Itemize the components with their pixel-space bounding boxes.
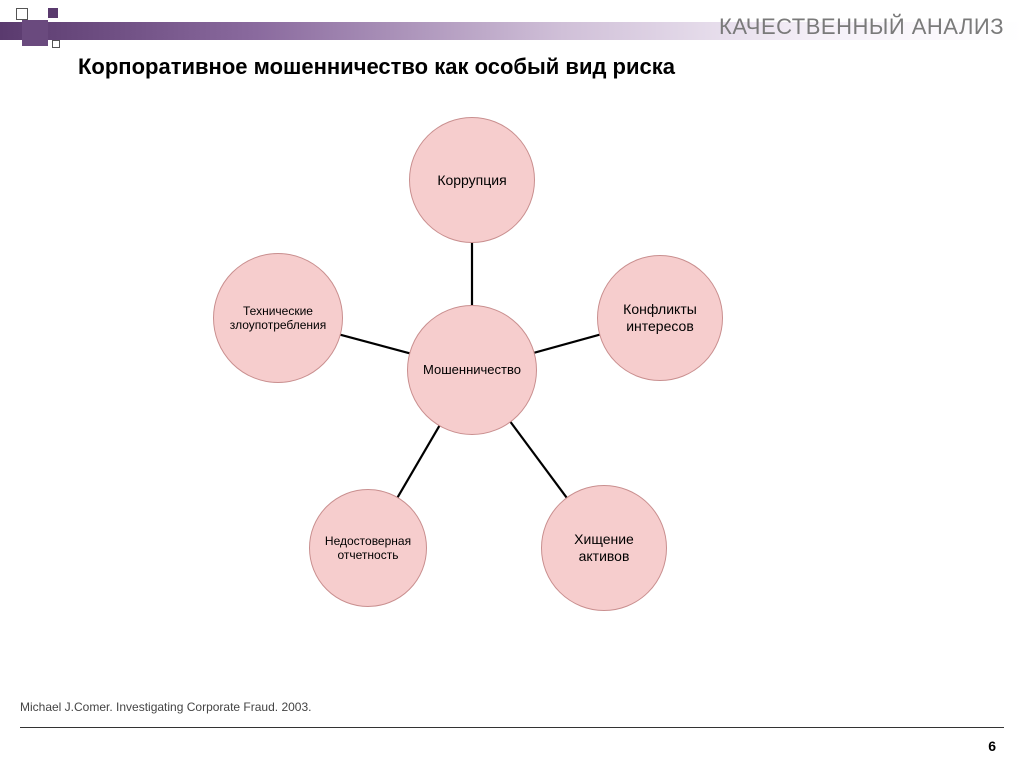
node-label: Технические злоупотребления — [220, 304, 336, 333]
diagram-center-node: Мошенничество — [407, 305, 537, 435]
diagram-node: Коррупция — [409, 117, 535, 243]
footer-divider — [20, 727, 1004, 728]
slide: КАЧЕСТВЕННЫЙ АНАЛИЗ Корпоративное мошенн… — [0, 0, 1024, 768]
node-label: Хищение активов — [548, 531, 660, 565]
diagram-node: Конфликты интересов — [597, 255, 723, 381]
page-number: 6 — [988, 738, 996, 754]
node-label: Конфликты интересов — [604, 301, 716, 335]
radial-diagram: Коррупция Конфликты интересов Хищение акти… — [0, 0, 1024, 768]
node-label: Мошенничество — [423, 362, 521, 378]
node-label: Недостоверная отчетность — [316, 534, 420, 563]
diagram-node: Хищение активов — [541, 485, 667, 611]
node-label: Коррупция — [437, 172, 506, 189]
footnote-citation: Michael J.Comer. Investigating Corporate… — [20, 700, 311, 714]
diagram-node: Недостоверная отчетность — [309, 489, 427, 607]
diagram-node: Технические злоупотребления — [213, 253, 343, 383]
